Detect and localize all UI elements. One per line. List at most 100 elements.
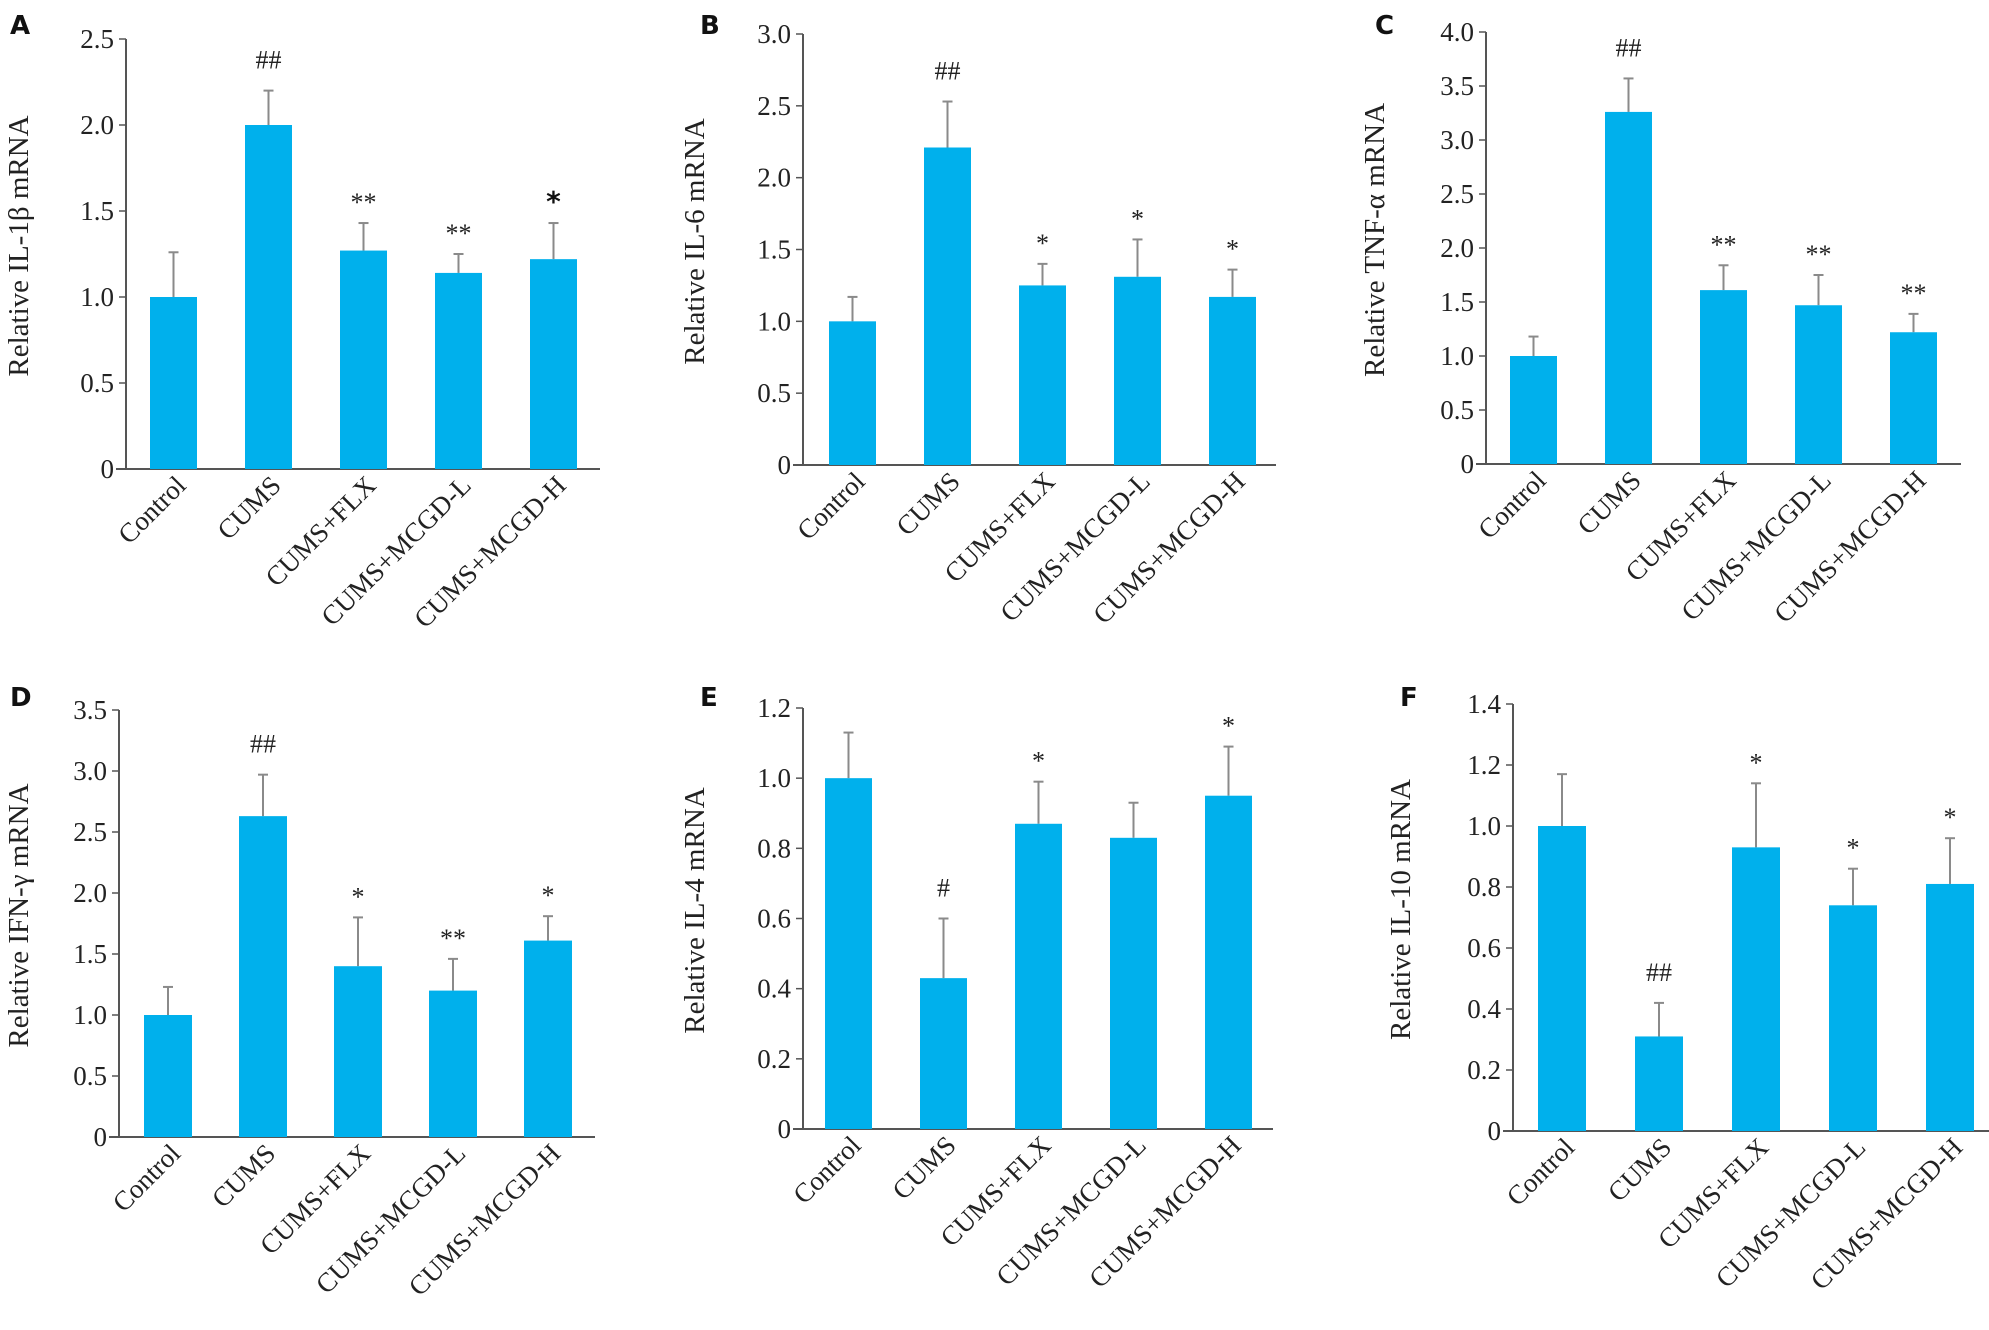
panel-letter: B	[700, 11, 720, 41]
significance-star: *	[1847, 834, 1860, 863]
y-tick-label: 0	[1488, 1116, 1502, 1146]
y-tick-label: 4.0	[1440, 17, 1474, 47]
significance-star: **	[1711, 230, 1737, 259]
bar-cums-mcgd-h	[1890, 332, 1937, 464]
panel-letter: E	[700, 683, 718, 713]
y-tick-label: 0	[778, 450, 792, 480]
x-category-label: CUMS	[1571, 465, 1646, 540]
y-tick-label: 2.5	[757, 91, 791, 121]
bar-control	[1510, 356, 1557, 464]
y-tick-label: 1.5	[757, 235, 791, 265]
significance-star: *	[542, 881, 555, 910]
y-tick-label: 0.5	[73, 1061, 107, 1091]
y-tick-label: 0.6	[757, 904, 791, 934]
y-tick-label: 0.2	[757, 1044, 791, 1074]
significance-star: *	[546, 185, 561, 218]
bar-cums-mcgd-h	[530, 259, 577, 469]
panel-letter: C	[1375, 11, 1394, 41]
y-tick-label: 0.5	[1440, 395, 1474, 425]
significance-star: *	[1036, 229, 1049, 258]
bar-cums-flx	[1700, 290, 1747, 464]
bar-cums-mcgd-l	[1829, 905, 1877, 1131]
y-tick-label: 3.0	[1440, 125, 1474, 155]
bar-cums-flx	[1732, 847, 1780, 1131]
y-tick-label: 0.5	[80, 368, 114, 398]
significance-star: **	[1806, 240, 1832, 269]
x-category-label: Control	[107, 1138, 187, 1218]
y-axis-title: Relative IL-10 mRNA	[1385, 779, 1417, 1040]
panel-a: A Relative IL-1β mRNA 0 0.5 1.0 1.5 2.0 2.5 Cont…	[3, 11, 600, 634]
y-tick-label: 2.5	[73, 817, 107, 847]
significance-star: *	[352, 882, 365, 911]
significance-star: **	[446, 219, 472, 248]
y-tick-label: 1.2	[1467, 750, 1501, 780]
bar-cums-mcgd-l	[429, 990, 477, 1137]
significance-hash: ##	[256, 46, 282, 75]
y-tick-label: 1.5	[80, 196, 114, 226]
significance-star: **	[351, 188, 377, 217]
y-tick-label: 0	[101, 454, 115, 484]
significance-star: *	[1750, 748, 1763, 777]
significance-hash: ##	[935, 57, 961, 86]
y-tick-label: 0.2	[1467, 1055, 1501, 1085]
x-category-label: Control	[791, 466, 871, 546]
bar-control	[150, 297, 197, 469]
bar-cums-flx	[1015, 823, 1062, 1129]
significance-hash: ##	[1646, 958, 1672, 987]
bar-cums-mcgd-l	[1114, 276, 1161, 465]
y-axis-title: Relative TNF-α mRNA	[1359, 103, 1391, 377]
bar-control	[829, 321, 876, 465]
y-tick-label: 1.0	[757, 306, 791, 336]
y-tick-label: 1.0	[80, 282, 114, 312]
y-tick-label: 0.5	[757, 378, 791, 408]
y-tick-label: 3.0	[757, 19, 791, 49]
significance-star: *	[1222, 712, 1235, 741]
bar-cums-flx	[1019, 285, 1066, 465]
significance-star: *	[1131, 204, 1144, 233]
bar-cums	[920, 978, 967, 1129]
significance-hash: ##	[1616, 33, 1642, 62]
panel-letter: D	[10, 683, 32, 713]
y-tick-label: 1.5	[73, 939, 107, 969]
y-tick-label: 2.0	[80, 110, 114, 140]
x-category-label: Control	[787, 1130, 867, 1210]
bar-cums-mcgd-l	[1110, 837, 1157, 1129]
significance-star: **	[440, 924, 466, 953]
bar-cums-mcgd-h	[524, 940, 572, 1137]
y-tick-label: 0.6	[1467, 933, 1501, 963]
y-tick-label: 2.0	[73, 878, 107, 908]
y-axis-title: Relative IL-6 mRNA	[679, 118, 711, 365]
y-tick-label: 2.5	[1440, 179, 1474, 209]
y-tick-label: 0.4	[757, 974, 791, 1004]
bar-cums-flx	[334, 966, 382, 1137]
significance-star: *	[1032, 747, 1045, 776]
y-axis-title: Relative IL-1β mRNA	[3, 115, 35, 376]
y-tick-label: 0	[778, 1114, 792, 1144]
panel-d: D Relative IFN-γ mRNA 0 0.5 1.0 1.5 2.0 2.5 3.0 3…	[3, 683, 595, 1302]
bar-cums	[239, 816, 287, 1137]
y-tick-label: 0.4	[1467, 994, 1501, 1024]
bar-control	[1538, 826, 1586, 1131]
x-category-label: CUMS	[206, 1138, 281, 1213]
y-tick-label: 1.4	[1467, 689, 1501, 719]
y-axis-title: Relative IL-4 mRNA	[679, 787, 711, 1034]
significance-star: *	[1944, 803, 1957, 832]
y-tick-label: 1.0	[73, 1000, 107, 1030]
bar-control	[825, 778, 872, 1129]
bar-cums	[1635, 1036, 1683, 1131]
bar-cums-mcgd-l	[435, 272, 482, 469]
y-tick-label: 1.5	[1440, 287, 1474, 317]
y-tick-label: 3.0	[73, 756, 107, 786]
x-category-label: CUMS	[211, 470, 286, 545]
x-category-label: CUMS	[890, 466, 965, 541]
panel-c: C Relative TNF-α mRNA 0 0.5 1.0 1.5 2.0 2.5 3.0 3…	[1359, 11, 1961, 629]
y-tick-label: 1.0	[1467, 811, 1501, 841]
bar-cums	[1605, 111, 1652, 465]
y-tick-label: 0	[94, 1122, 108, 1152]
panel-e: E Relative IL-4 mRNA 0 0.2 0.4 0.6 0.8 1.0 1.2 Co…	[679, 683, 1273, 1294]
panel-letter: F	[1400, 683, 1418, 713]
y-axis-title: Relative IFN-γ mRNA	[3, 783, 35, 1047]
bar-cums-flx	[340, 250, 387, 469]
x-category-label: Control	[1472, 465, 1552, 545]
